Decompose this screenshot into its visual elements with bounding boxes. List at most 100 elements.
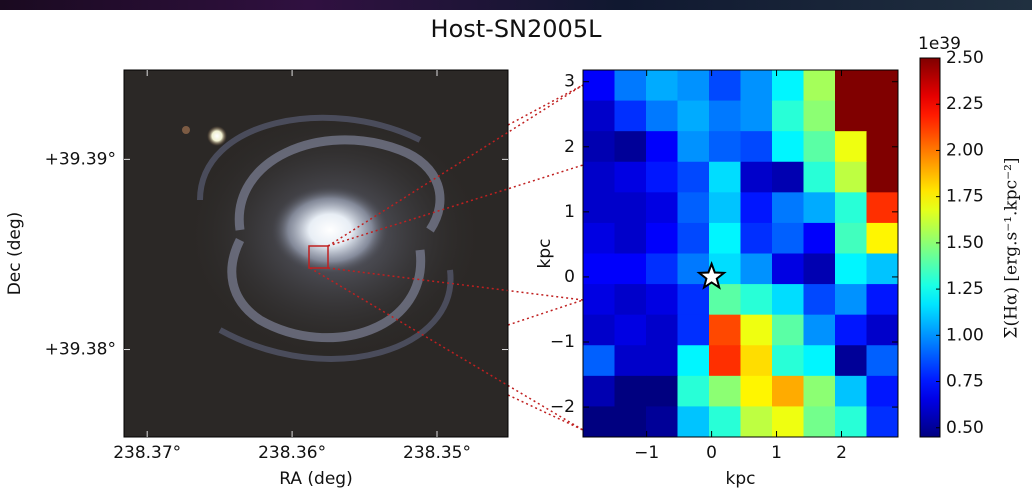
- heatmap-cell: [741, 406, 773, 437]
- heatmap-cell: [804, 162, 836, 193]
- heatmap-cell: [709, 376, 741, 407]
- heatmap-cell: [583, 223, 615, 254]
- heatmap-cell: [835, 315, 867, 346]
- y-tick-label: +39.38°: [45, 340, 116, 360]
- heatmap-cell: [835, 223, 867, 254]
- heatmap-cell: [709, 131, 741, 162]
- heatmap-cell: [741, 315, 773, 346]
- heatmap-cell: [709, 192, 741, 223]
- heatmap-cell: [615, 315, 647, 346]
- heatmap-cell: [678, 101, 710, 132]
- heatmap-cell: [835, 131, 867, 162]
- heatmap-cell: [867, 192, 899, 223]
- heatmap-cell: [678, 254, 710, 285]
- heatmap-cell: [867, 284, 899, 315]
- colorbar-offset: 1e39: [918, 34, 961, 54]
- heatmap-cell: [867, 101, 899, 132]
- heatmap-cell: [646, 345, 678, 376]
- heatmap-cell: [646, 101, 678, 132]
- heatmap-cell: [772, 376, 804, 407]
- heatmap-cell: [772, 254, 804, 285]
- y-tick-label: 2: [564, 137, 575, 157]
- heatmap-cell: [772, 345, 804, 376]
- heatmap-cell: [646, 315, 678, 346]
- heatmap-cell: [867, 315, 899, 346]
- x-tick-label: 238.36°: [258, 443, 326, 463]
- heatmap-cell: [583, 315, 615, 346]
- top-banner: [0, 0, 1032, 10]
- heatmap-cell: [646, 284, 678, 315]
- heatmap-cell: [835, 406, 867, 437]
- heatmap-cell: [678, 284, 710, 315]
- heatmap-cell: [583, 284, 615, 315]
- x-tick-label: 238.37°: [113, 443, 181, 463]
- colorbar-tick-label: 1.00: [946, 325, 984, 345]
- heatmap-cell: [867, 162, 899, 193]
- y-tick-label: −1: [550, 332, 575, 352]
- heatmap-cell: [615, 376, 647, 407]
- heatmap-cell: [709, 70, 741, 101]
- heatmap-cell: [646, 406, 678, 437]
- heatmap-cell: [772, 284, 804, 315]
- heatmap-cell: [772, 101, 804, 132]
- y-tick-label: −2: [550, 397, 575, 417]
- heatmap-cell: [678, 70, 710, 101]
- heatmap-cell: [835, 101, 867, 132]
- heatmap-cell: [583, 376, 615, 407]
- heatmap-cell: [741, 284, 773, 315]
- heatmap-cell: [709, 315, 741, 346]
- heatmap-cell: [804, 254, 836, 285]
- heatmap-cell: [646, 192, 678, 223]
- heatmap-cell: [615, 406, 647, 437]
- heatmap-cell: [804, 345, 836, 376]
- heatmap-cell: [867, 376, 899, 407]
- heatmap-cell: [615, 223, 647, 254]
- heatmap-cell: [804, 284, 836, 315]
- heatmap-cell: [583, 406, 615, 437]
- heatmap-cell: [615, 70, 647, 101]
- galaxy-image: [124, 70, 508, 437]
- heatmap-cell: [741, 345, 773, 376]
- heatmap-cell: [709, 284, 741, 315]
- colorbar-tick-label: 0.75: [946, 372, 984, 392]
- heatmap-cell: [583, 254, 615, 285]
- heatmap-cell: [741, 223, 773, 254]
- heatmap-cell: [741, 376, 773, 407]
- heatmap-cell: [678, 315, 710, 346]
- heatmap-cell: [741, 70, 773, 101]
- heatmap-cell: [709, 345, 741, 376]
- heatmap-cell: [741, 192, 773, 223]
- heatmap-cell: [835, 345, 867, 376]
- heatmap-cell: [678, 162, 710, 193]
- heatmap-cell: [615, 162, 647, 193]
- heatmap-cell: [804, 223, 836, 254]
- heatmap-cell: [709, 101, 741, 132]
- colorbar-tick-label: 2.00: [946, 140, 984, 160]
- heatmap-cell: [709, 223, 741, 254]
- heatmap-cell: [867, 70, 899, 101]
- heatmap-cell: [615, 284, 647, 315]
- heatmap-cell: [804, 376, 836, 407]
- heatmap-cell: [583, 162, 615, 193]
- heatmap-cell: [583, 345, 615, 376]
- y-tick-label: 0: [564, 267, 575, 287]
- heatmap-cell: [615, 254, 647, 285]
- heatmap-cell: [772, 192, 804, 223]
- heatmap-cell: [867, 254, 899, 285]
- heatmap-cell: [615, 131, 647, 162]
- y-axis-label: kpc: [535, 239, 555, 269]
- heatmap-cell: [678, 376, 710, 407]
- y-tick-label: 1: [564, 202, 575, 222]
- heatmap-cell: [646, 70, 678, 101]
- heatmap-cell: [835, 284, 867, 315]
- chart-title: Host-SN2005L: [431, 15, 603, 43]
- heatmap-cell: [709, 162, 741, 193]
- heatmap-cell: [646, 254, 678, 285]
- x-axis-label: kpc: [726, 469, 756, 489]
- x-tick-label: 0: [706, 443, 717, 463]
- heatmap-cell: [646, 223, 678, 254]
- heatmap-cell: [835, 192, 867, 223]
- heatmap-cell: [804, 70, 836, 101]
- heatmap-cell: [678, 223, 710, 254]
- heatmap-cell: [867, 223, 899, 254]
